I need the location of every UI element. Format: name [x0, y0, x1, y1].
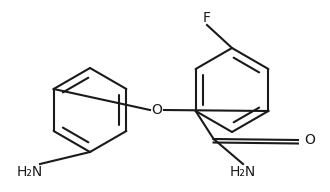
Text: F: F: [203, 11, 211, 25]
Text: H₂N: H₂N: [17, 165, 43, 179]
Text: H₂N: H₂N: [230, 165, 256, 179]
Text: O: O: [304, 133, 315, 147]
Text: O: O: [151, 103, 162, 117]
